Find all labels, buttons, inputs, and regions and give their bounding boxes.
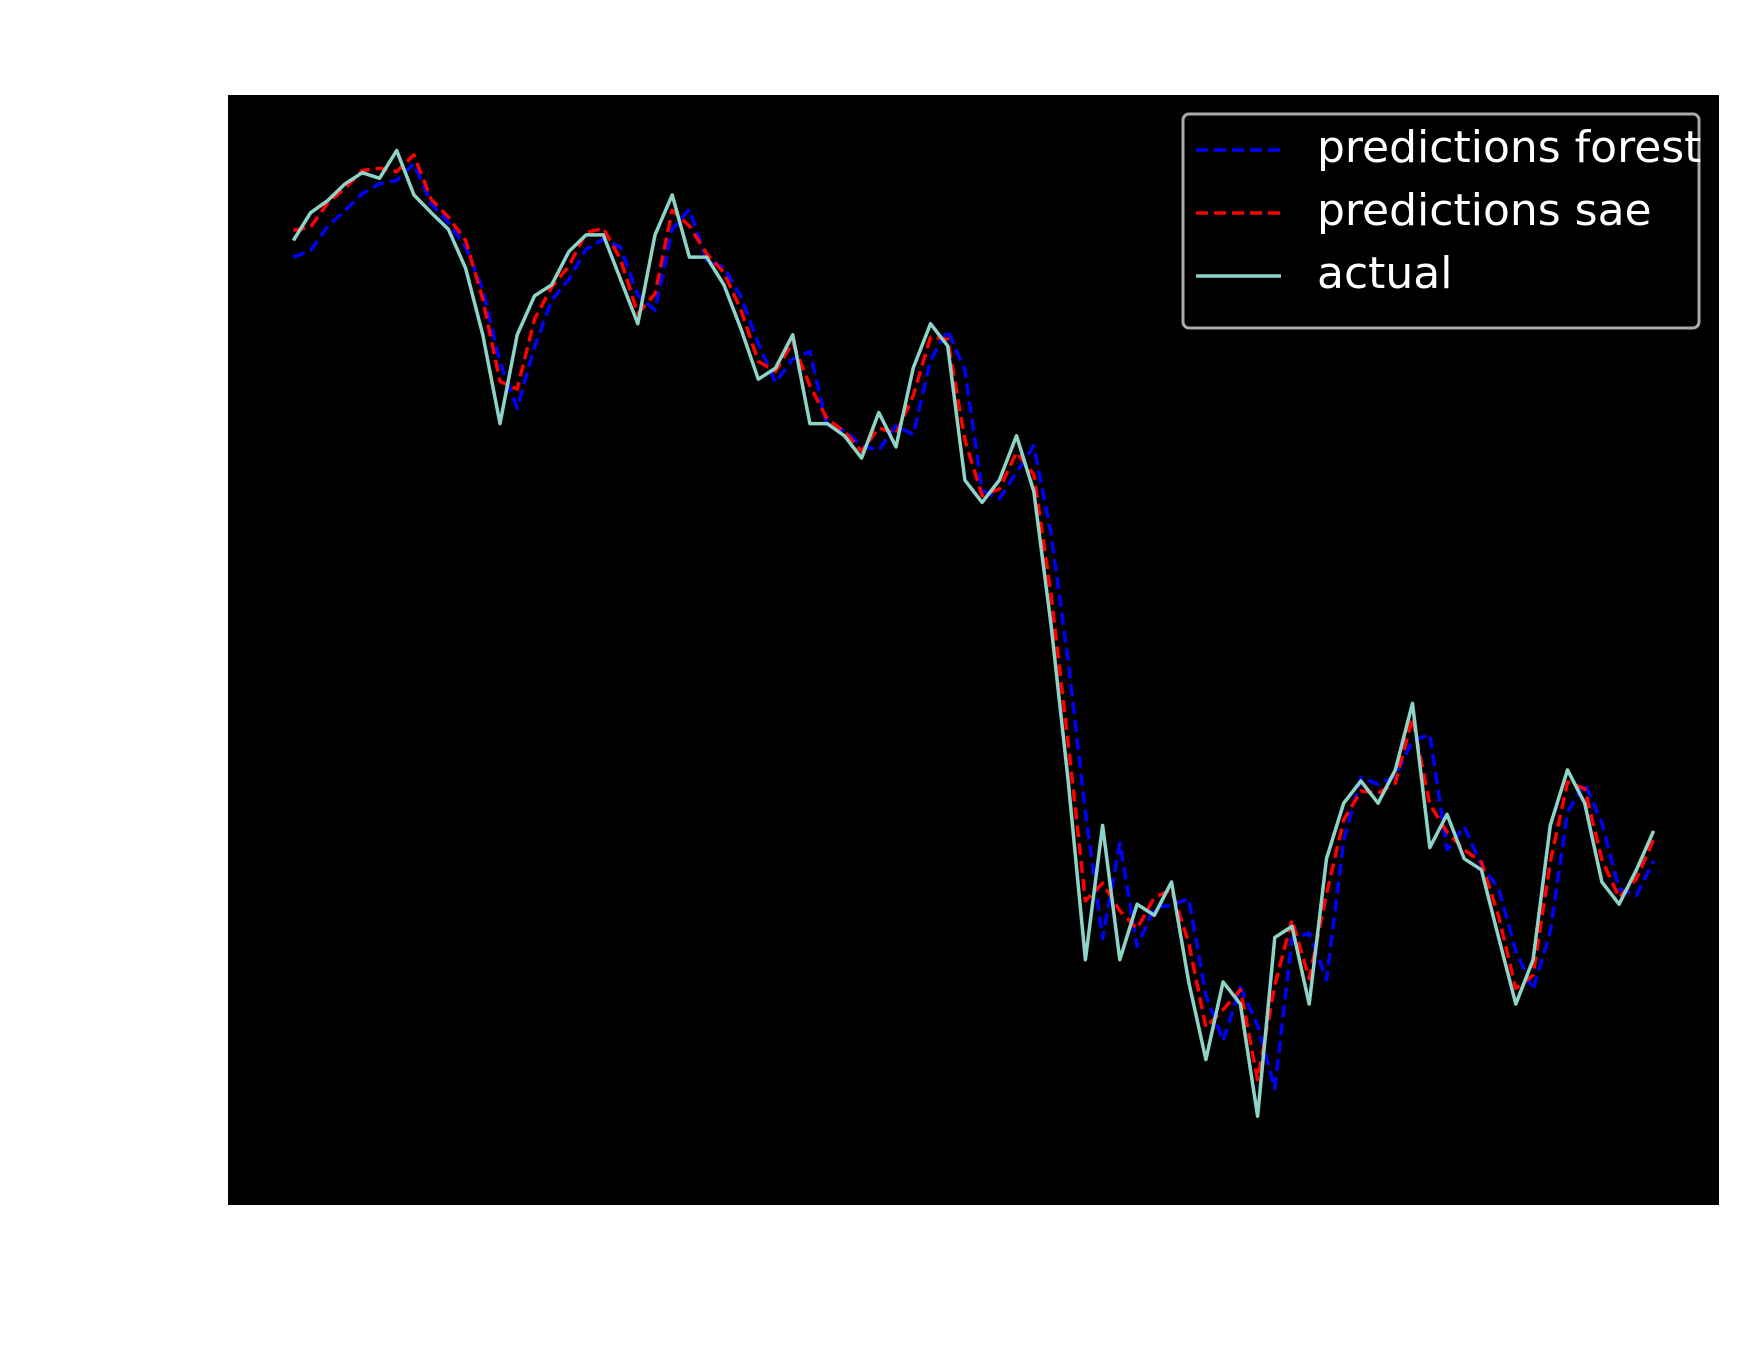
legend-label: predictions forest	[1317, 122, 1701, 173]
line-series	[291, 148, 1656, 1118]
legend-label: predictions sae	[1317, 185, 1652, 236]
line-series	[292, 162, 1656, 1091]
legend-label: actual	[1317, 248, 1452, 299]
legend-box	[1181, 112, 1701, 330]
